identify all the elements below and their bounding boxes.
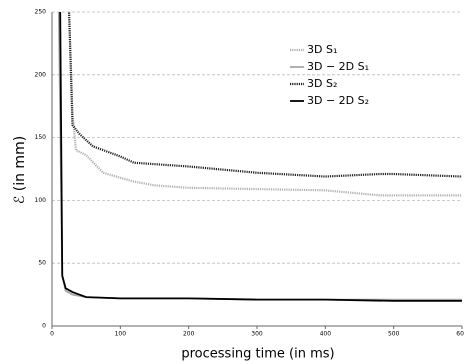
x-tick-label: 300 [251, 331, 263, 338]
y-axis-label: ℰ (in mm) [12, 136, 28, 204]
x-tick-label: 600 [456, 331, 464, 338]
x-tick-label: 500 [388, 331, 400, 338]
legend-label: 3D − 2D S₂ [307, 94, 369, 107]
y-tick-label: 50 [38, 260, 46, 267]
series-line [67, 12, 463, 178]
series-line [57, 12, 462, 301]
x-tick-label: 400 [320, 331, 332, 338]
series-line [67, 12, 462, 197]
x-axis-label: processing time (in ms) [181, 347, 334, 362]
legend-label: 3D S₂ [307, 77, 337, 90]
x-tick-label: 200 [183, 331, 195, 338]
y-tick-label: 0 [42, 323, 46, 330]
x-tick-label: 0 [50, 331, 54, 338]
series-line [59, 12, 462, 302]
y-tick-label: 200 [35, 71, 47, 78]
legend-label: 3D S₁ [307, 43, 337, 56]
legend-label: 3D − 2D S₁ [307, 60, 369, 73]
y-tick-label: 250 [35, 9, 47, 16]
y-tick-label: 100 [35, 197, 47, 204]
y-tick-label: 150 [35, 134, 47, 141]
x-tick-label: 100 [115, 331, 127, 338]
